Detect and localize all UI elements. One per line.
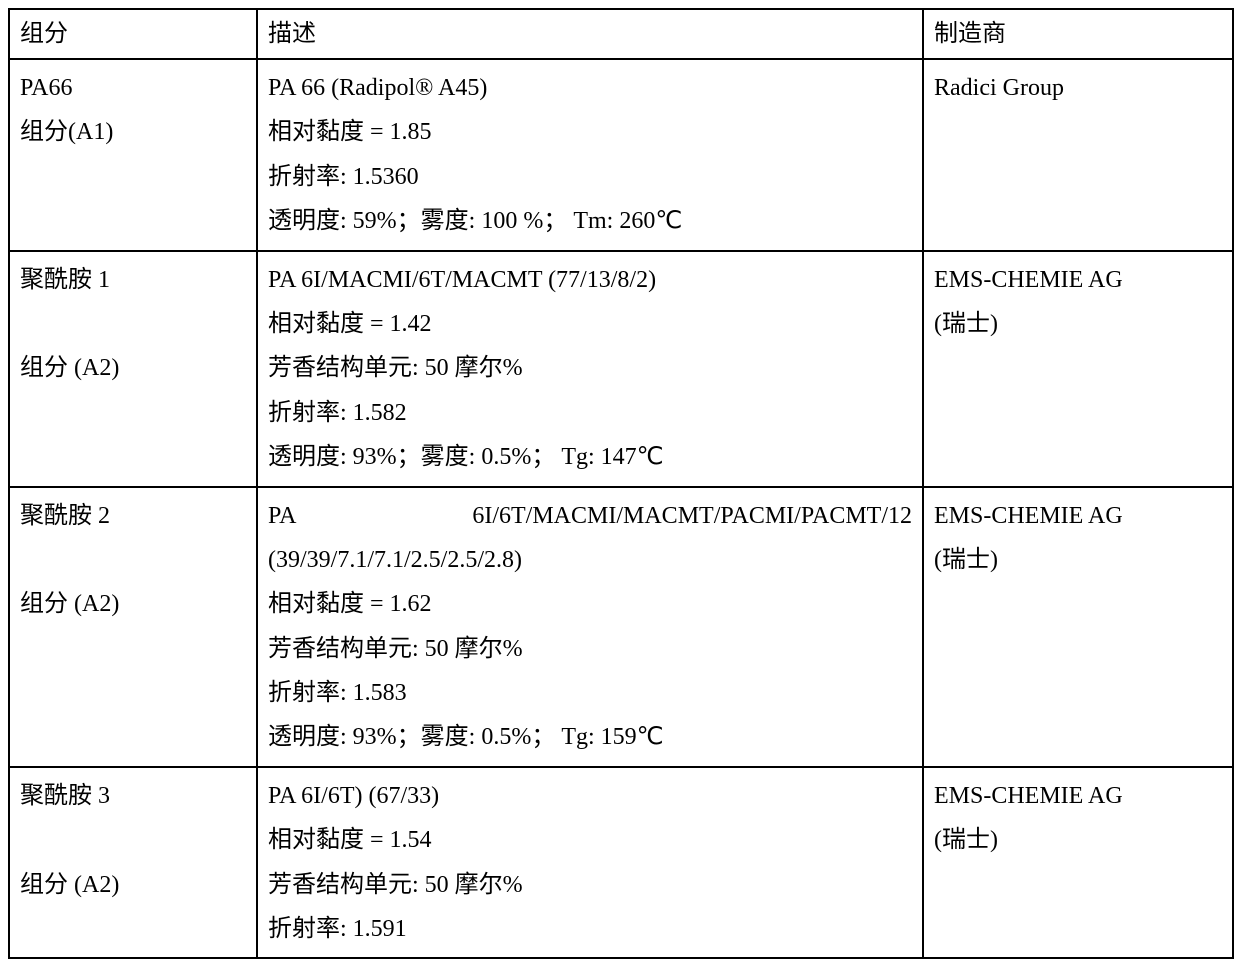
cell-description: PA 6I/MACMI/6T/MACMT (77/13/8/2) 相对黏度 = … [257, 251, 923, 487]
text-line: EMS-CHEMIE AG [934, 494, 1222, 538]
text-line: 折射率: 1.591 [268, 907, 912, 951]
text-line [20, 818, 246, 862]
text-line [20, 538, 246, 582]
text-line: EMS-CHEMIE AG [934, 258, 1222, 302]
text-line: 折射率: 1.5360 [268, 155, 912, 199]
col-header-description: 描述 [257, 9, 923, 59]
cell-manufacturer: Radici Group [923, 59, 1233, 251]
text-line: PA 6I/6T/MACMI/MACMT/PACMI/PACMT/12 (39/… [268, 494, 912, 583]
text-line: (瑞士) [934, 818, 1222, 862]
text-line: 相对黏度 = 1.42 [268, 302, 912, 346]
text-line: 芳香结构单元: 50 摩尔% [268, 863, 912, 907]
text-line: 相对黏度 = 1.54 [268, 818, 912, 862]
text-line: 相对黏度 = 1.85 [268, 110, 912, 154]
text-line: PA66 [20, 66, 246, 110]
col-header-manufacturer: 制造商 [923, 9, 1233, 59]
text-line: 透明度: 59%；雾度: 100 %； Tm: 260℃ [268, 199, 912, 243]
cell-component: 聚酰胺 1 组分 (A2) [9, 251, 257, 487]
text-line: 相对黏度 = 1.62 [268, 582, 912, 626]
cell-description: PA 66 (Radipol® A45) 相对黏度 = 1.85 折射率: 1.… [257, 59, 923, 251]
text-line: 聚酰胺 1 [20, 258, 246, 302]
text-line: 芳香结构单元: 50 摩尔% [268, 627, 912, 671]
text-line: 组分 (A2) [20, 346, 246, 390]
cell-manufacturer: EMS-CHEMIE AG (瑞士) [923, 251, 1233, 487]
text-line: EMS-CHEMIE AG [934, 774, 1222, 818]
text-line: PA 6I/6T) (67/33) [268, 774, 912, 818]
text-line: 聚酰胺 3 [20, 774, 246, 818]
cell-description: PA 6I/6T/MACMI/MACMT/PACMI/PACMT/12 (39/… [257, 487, 923, 767]
table-body: PA66 组分(A1) PA 66 (Radipol® A45) 相对黏度 = … [9, 59, 1233, 958]
table-row: 聚酰胺 3 组分 (A2) PA 6I/6T) (67/33) 相对黏度 = 1… [9, 767, 1233, 959]
text-line: 聚酰胺 2 [20, 494, 246, 538]
col-header-component: 组分 [9, 9, 257, 59]
text-line: PA 66 (Radipol® A45) [268, 66, 912, 110]
text-line: (瑞士) [934, 538, 1222, 582]
cell-component: 聚酰胺 3 组分 (A2) [9, 767, 257, 959]
materials-table: 组分 描述 制造商 PA66 组分(A1) PA 66 (Radipol® A4… [8, 8, 1234, 959]
cell-description: PA 6I/6T) (67/33) 相对黏度 = 1.54 芳香结构单元: 50… [257, 767, 923, 959]
text-line: (瑞士) [934, 302, 1222, 346]
text-line: PA 6I/MACMI/6T/MACMT (77/13/8/2) [268, 258, 912, 302]
text-line: 组分(A1) [20, 110, 246, 154]
text-line: 折射率: 1.583 [268, 671, 912, 715]
table-header-row: 组分 描述 制造商 [9, 9, 1233, 59]
table-row: PA66 组分(A1) PA 66 (Radipol® A45) 相对黏度 = … [9, 59, 1233, 251]
text-line: 透明度: 93%；雾度: 0.5%； Tg: 159℃ [268, 715, 912, 759]
text-line: 组分 (A2) [20, 582, 246, 626]
text-line: 组分 (A2) [20, 863, 246, 907]
cell-manufacturer: EMS-CHEMIE AG (瑞士) [923, 767, 1233, 959]
text-line: 折射率: 1.582 [268, 391, 912, 435]
text-line: Radici Group [934, 66, 1222, 110]
cell-component: 聚酰胺 2 组分 (A2) [9, 487, 257, 767]
text-line: 透明度: 93%；雾度: 0.5%； Tg: 147℃ [268, 435, 912, 479]
text-line: 芳香结构单元: 50 摩尔% [268, 346, 912, 390]
cell-component: PA66 组分(A1) [9, 59, 257, 251]
table-row: 聚酰胺 1 组分 (A2) PA 6I/MACMI/6T/MACMT (77/1… [9, 251, 1233, 487]
table-row: 聚酰胺 2 组分 (A2) PA 6I/6T/MACMI/MACMT/PACMI… [9, 487, 1233, 767]
text-line [20, 302, 246, 346]
cell-manufacturer: EMS-CHEMIE AG (瑞士) [923, 487, 1233, 767]
